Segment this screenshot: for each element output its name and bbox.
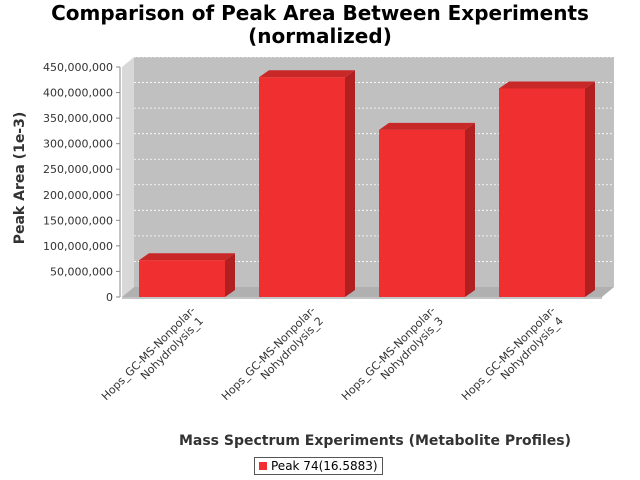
x-tick-label: Hops_GC-MS-Nonpolar-Nohydrolysis_2: [219, 304, 326, 403]
y-tick-label: 250,000,000: [43, 163, 113, 176]
chart-title-line-2: (normalized): [248, 24, 392, 48]
bar-2: [259, 70, 355, 297]
bar-front: [259, 77, 345, 297]
chart-title-line-1: Comparison of Peak Area Between Experime…: [51, 1, 589, 25]
bar-top: [379, 122, 475, 130]
y-tick-label: 0: [106, 291, 113, 304]
x-tick-label: Hops_GC-MS-Nonpolar-Nohydrolysis_4: [459, 304, 566, 403]
bar-top: [499, 81, 595, 89]
legend: Peak 74(16.5883): [254, 457, 383, 475]
bars: [139, 70, 595, 297]
plot-left-wall: [122, 57, 134, 297]
x-tick-label-line: Hops_GC-MS-Nonpolar-: [99, 304, 198, 403]
y-tick-label: 150,000,000: [43, 214, 113, 227]
y-tick-label: 50,000,000: [50, 265, 113, 278]
bar-front: [499, 88, 585, 297]
bar-side: [345, 70, 355, 297]
y-tick-label: 350,000,000: [43, 112, 113, 125]
bar-side: [225, 253, 235, 297]
bar-top: [259, 70, 355, 78]
y-tick-label: 400,000,000: [43, 87, 113, 100]
y-axis-title: Peak Area (1e-3): [12, 112, 28, 245]
y-tick-label: 200,000,000: [43, 189, 113, 202]
y-tick-label: 450,000,000: [43, 61, 113, 74]
y-tick-label: 100,000,000: [43, 240, 113, 253]
legend-swatch: [259, 462, 267, 470]
x-tick-labels: Hops_GC-MS-Nonpolar-Nohydrolysis_1 Hops_G…: [99, 304, 566, 403]
x-tick-label: Hops_GC-MS-Nonpolar-Nohydrolysis_3: [339, 304, 446, 403]
bar-top: [139, 253, 235, 261]
legend-label: Peak 74(16.5883): [271, 459, 378, 473]
bar-side: [465, 122, 475, 297]
bar-1: [139, 253, 235, 297]
bar-front: [139, 260, 225, 297]
chart-title: Comparison of Peak Area Between Experime…: [0, 2, 640, 48]
y-tick-label: 300,000,000: [43, 138, 113, 151]
bar-side: [585, 81, 595, 297]
x-tick-label: Hops_GC-MS-Nonpolar-Nohydrolysis_1: [99, 304, 206, 403]
x-axis-title: Mass Spectrum Experiments (Metabolite Pr…: [179, 433, 571, 449]
x-tick-label-line: Hops_GC-MS-Nonpolar-: [219, 304, 318, 403]
y-tick-labels: 0 50,000,000 100,000,000 150,000,000 200,000…: [43, 61, 120, 304]
bar-3: [379, 122, 475, 297]
bar-4: [499, 81, 595, 297]
x-tick-label-line: Hops_GC-MS-Nonpolar-: [339, 304, 438, 403]
x-tick-label-line: Hops_GC-MS-Nonpolar-: [459, 304, 558, 403]
plot-floor: [122, 287, 614, 297]
axes: [119, 67, 602, 299]
bar-front: [379, 129, 465, 297]
